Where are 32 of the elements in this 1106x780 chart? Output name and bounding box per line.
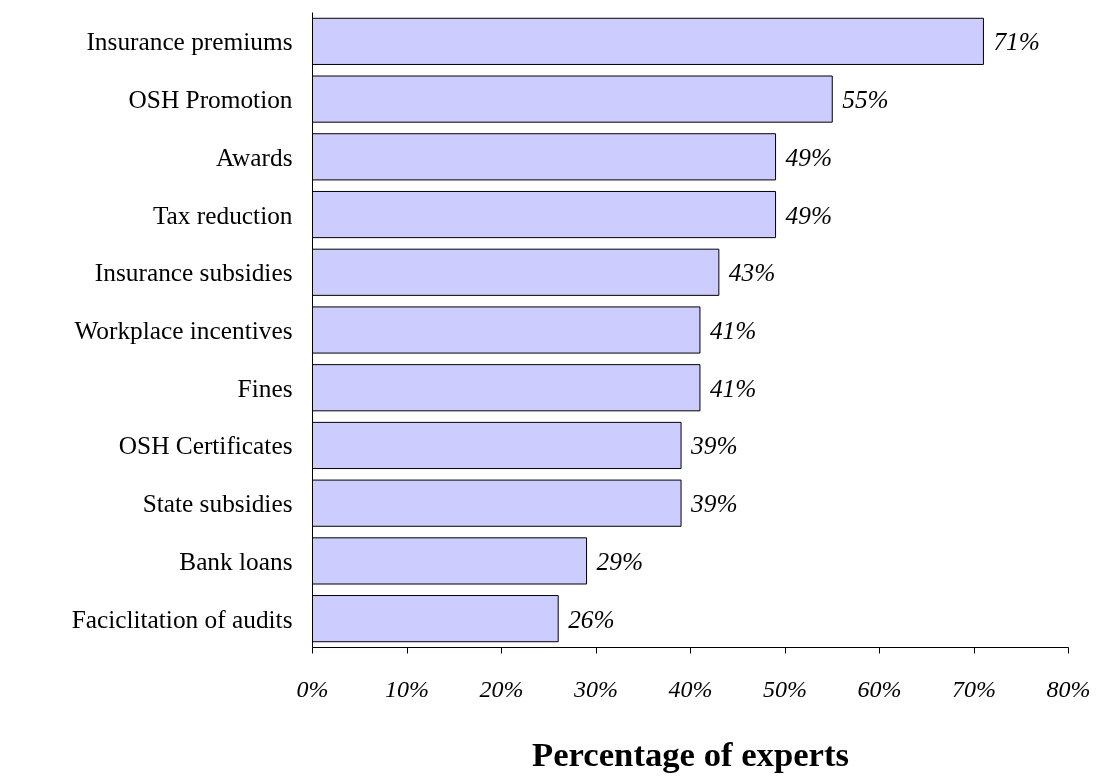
- y-tick-label: State subsidies: [142, 489, 293, 518]
- x-tick-label: 30%: [573, 675, 618, 702]
- x-tick-label: 80%: [1046, 675, 1091, 702]
- data-label: 39%: [690, 431, 738, 460]
- data-label: 39%: [690, 489, 738, 518]
- y-tick-label: Workplace incentives: [74, 316, 293, 344]
- data-label: 41%: [709, 373, 757, 402]
- data-label: 26%: [568, 604, 615, 633]
- data-label: 49%: [785, 200, 832, 229]
- y-tick-label: Tax reduction: [152, 200, 293, 229]
- x-tick-label: 10%: [385, 675, 429, 702]
- x-tick-label: 40%: [668, 675, 713, 702]
- x-tick-label: 20%: [479, 675, 524, 702]
- y-tick-label: Awards: [216, 142, 293, 171]
- data-label: 71%: [993, 27, 1040, 56]
- data-label: 41%: [709, 316, 757, 344]
- y-tick-label: OSH Certificates: [118, 431, 293, 460]
- x-tick-label: 0%: [296, 675, 329, 702]
- y-tick-label: Bank loans: [179, 546, 293, 575]
- data-label: 43%: [728, 258, 776, 287]
- data-label: 55%: [842, 85, 889, 114]
- data-label: 29%: [596, 546, 643, 575]
- y-tick-label: Faciclitation of audits: [71, 604, 293, 633]
- x-tick-label: 60%: [857, 675, 902, 702]
- x-tick-label: 70%: [952, 675, 996, 702]
- x-axis-title: Percentage of experts: [532, 734, 849, 773]
- y-tick-label: OSH Promotion: [128, 85, 293, 114]
- x-tick-label: 50%: [763, 675, 807, 702]
- data-label: 49%: [785, 142, 832, 171]
- y-tick-label: Insurance premiums: [86, 27, 293, 56]
- y-tick-label: Insurance subsidies: [94, 258, 293, 287]
- y-tick-label: Fines: [237, 373, 293, 402]
